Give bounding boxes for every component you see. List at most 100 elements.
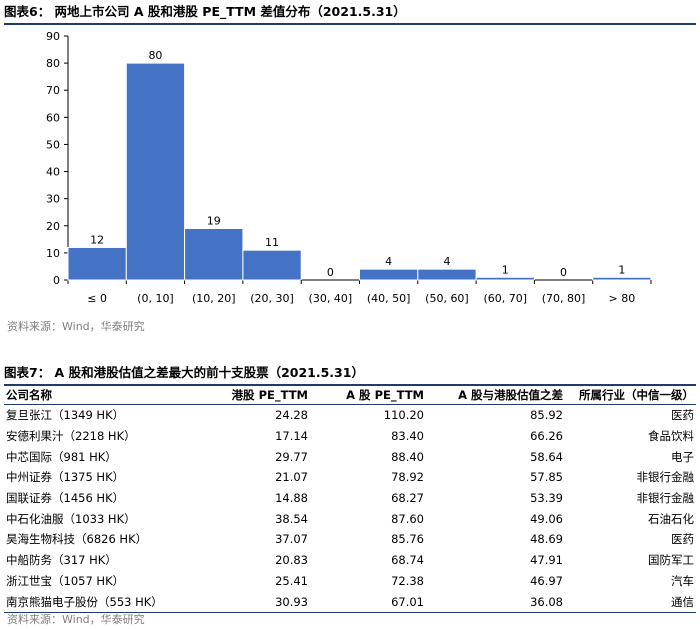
cell-a-pe: 72.38 (391, 573, 424, 588)
cell-gap: 48.69 (530, 532, 563, 547)
figure6-title-text: 图表6： 两地上市公司 A 股和港股 PE_TTM 差值分布（2021.5.31… (4, 4, 406, 19)
cell-company: 中州证券（1375 HK） (6, 470, 125, 485)
cell-hk-pe: 37.07 (275, 532, 308, 547)
cell-gap: 85.92 (530, 408, 563, 423)
cell-a-pe: 78.92 (391, 470, 424, 485)
cell-hk-pe: 14.88 (275, 491, 308, 506)
bar (592, 276, 652, 281)
cell-hk-pe: 29.77 (275, 449, 308, 464)
cell-hk-pe: 21.07 (275, 470, 308, 485)
table-row: 国联证券（1456 HK） 14.88 68.27 53.39 非银行金融 (4, 488, 696, 509)
cell-industry: 国防军工 (648, 553, 694, 568)
data-label: 19 (207, 214, 221, 227)
cell-a-pe: 87.60 (391, 511, 424, 526)
x-tick-label: (70, 80] (542, 292, 586, 305)
data-label: 1 (502, 263, 509, 276)
cell-company: 中石化油服（1033 HK） (6, 511, 136, 526)
cell-company: 中芯国际（981 HK） (6, 449, 117, 464)
cell-industry: 电子 (671, 449, 694, 464)
x-tick-label: > 80 (608, 292, 635, 305)
bar (242, 249, 302, 281)
cell-hk-pe: 25.41 (275, 573, 308, 588)
cell-hk-pe: 30.93 (208, 591, 310, 613)
cell-industry: 非银行金融 (636, 470, 695, 485)
cell-a-pe: 68.27 (391, 491, 424, 506)
col-header-hk-pe: 港股 PE_TTM (208, 386, 310, 405)
bar (475, 276, 535, 281)
bar (184, 227, 244, 281)
cell-company: 中船防务（317 HK） (6, 553, 117, 568)
y-tick-label: 70 (46, 84, 60, 97)
data-label: 4 (443, 255, 450, 268)
cell-gap: 46.97 (530, 573, 563, 588)
data-label: 0 (327, 266, 334, 279)
data-label: 0 (560, 266, 567, 279)
cell-hk-pe: 20.83 (275, 553, 308, 568)
x-tick-label: (0, 10] (137, 292, 174, 305)
cell-industry: 通信 (565, 591, 696, 613)
y-tick-label: 90 (46, 30, 60, 43)
y-tick-label: 80 (46, 57, 60, 70)
cell-a-pe: 67.01 (310, 591, 426, 613)
table-row: 安德利果汁（2218 HK） 17.14 83.40 66.26 食品饮料 (4, 426, 696, 447)
col-header-a-pe: A 股 PE_TTM (310, 386, 426, 405)
figure7-source: 资料来源：Wind，华泰研究 (7, 613, 145, 626)
col-header-valuation-gap: A 股与港股估值之差 (426, 386, 565, 405)
cell-gap: 47.91 (530, 553, 563, 568)
y-tick-label: 60 (46, 111, 60, 124)
top10-valuation-gap-table: 公司名称 港股 PE_TTM A 股 PE_TTM A 股与港股估值之差 所属行… (4, 386, 696, 613)
bar (417, 268, 477, 281)
y-tick-label: 40 (46, 166, 60, 179)
cell-company: 浙江世宝（1057 HK） (6, 573, 125, 588)
table-row: 中芯国际（981 HK） 29.77 88.40 58.64 电子 (4, 446, 696, 467)
cell-hk-pe: 24.28 (275, 408, 308, 423)
cell-hk-pe: 17.14 (275, 429, 308, 444)
cell-industry: 医药 (671, 532, 694, 547)
data-label: 1 (618, 263, 625, 276)
y-tick-label: 0 (53, 274, 60, 287)
table-row: 南京熊猫电子股份（553 HK） 30.93 67.01 36.08 通信 (4, 591, 696, 613)
cell-industry: 医药 (671, 408, 694, 423)
cell-industry: 非银行金融 (636, 491, 695, 506)
table-row: 中石化油服（1033 HK） 38.54 87.60 49.06 石油石化 (4, 508, 696, 529)
cell-a-pe: 68.74 (391, 553, 424, 568)
cell-a-pe: 110.20 (383, 408, 424, 423)
x-tick-label: (20, 30] (250, 292, 294, 305)
data-label: 11 (265, 236, 279, 249)
y-tick-label: 50 (46, 138, 60, 151)
y-tick-label: 10 (46, 247, 60, 260)
x-tick-label: (60, 70] (483, 292, 527, 305)
figure6-source: 资料来源：Wind，华泰研究 (7, 320, 145, 333)
cell-company: 安德利果汁（2218 HK） (6, 429, 136, 444)
data-label: 12 (90, 233, 104, 246)
figure6-title: 图表6： 两地上市公司 A 股和港股 PE_TTM 差值分布（2021.5.31… (4, 3, 696, 25)
cell-company: 南京熊猫电子股份（553 HK） (4, 591, 208, 613)
x-tick-label: (30, 40] (309, 292, 353, 305)
cell-company: 国联证券（1456 HK） (6, 491, 125, 506)
cell-gap: 58.64 (530, 449, 563, 464)
cell-gap: 53.39 (530, 491, 563, 506)
cell-company: 复旦张江（1349 HK） (6, 408, 125, 423)
data-label: 4 (385, 255, 392, 268)
cell-industry: 汽车 (671, 573, 694, 588)
bar (359, 268, 419, 281)
bar (67, 246, 127, 281)
table-row: 中船防务（317 HK） 20.83 68.74 47.91 国防军工 (4, 550, 696, 571)
cell-hk-pe: 38.54 (275, 511, 308, 526)
col-header-company: 公司名称 (4, 386, 208, 405)
cell-industry: 食品饮料 (648, 429, 694, 444)
y-tick-label: 30 (46, 193, 60, 206)
bar (125, 62, 186, 281)
figure7-title: 图表7： A 股和港股估值之差最大的前十支股票（2021.5.31） (4, 364, 696, 386)
cell-industry: 石油石化 (648, 511, 694, 526)
table-row: 复旦张江（1349 HK） 24.28 110.20 85.92 医药 (4, 405, 696, 426)
table-row: 中州证券（1375 HK） 21.07 78.92 57.85 非银行金融 (4, 467, 696, 488)
table-row: 昊海生物科技（6826 HK） 37.07 85.76 48.69 医药 (4, 529, 696, 550)
cell-a-pe: 88.40 (391, 449, 424, 464)
x-tick-label: (10, 20] (192, 292, 236, 305)
cell-gap: 57.85 (530, 470, 563, 485)
cell-gap: 49.06 (530, 511, 563, 526)
figure7-title-text: 图表7： A 股和港股估值之差最大的前十支股票（2021.5.31） (4, 365, 364, 380)
col-header-industry: 所属行业（中信一级） (565, 386, 696, 405)
